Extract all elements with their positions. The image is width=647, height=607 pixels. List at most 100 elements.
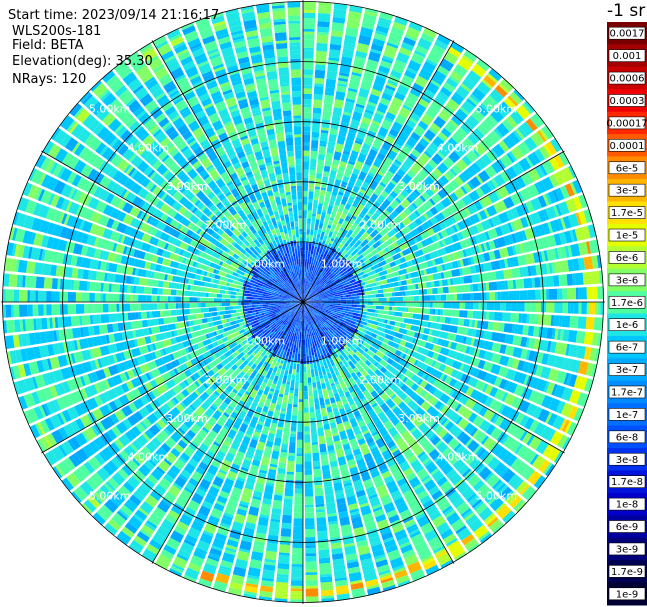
range-gate — [460, 186, 468, 195]
range-gate — [288, 444, 296, 454]
range-gate — [353, 279, 362, 285]
range-gate — [297, 423, 303, 432]
range-gate — [432, 308, 436, 315]
range-gate — [306, 278, 310, 284]
range-gate — [346, 304, 352, 307]
range-gate — [515, 501, 527, 513]
range-gate — [370, 380, 376, 386]
range-gate — [337, 334, 346, 342]
range-gate — [465, 472, 476, 482]
range-gate — [304, 482, 313, 489]
range-gate — [333, 273, 337, 277]
range-gate — [420, 137, 430, 146]
range-gate — [294, 380, 299, 389]
range-gate — [347, 195, 355, 206]
range-gate — [317, 159, 325, 166]
range-gate — [338, 166, 346, 173]
range-gate — [325, 193, 331, 198]
range-gate — [499, 154, 513, 168]
range-gate — [420, 269, 425, 276]
range-gate — [321, 298, 328, 300]
range-gate — [339, 264, 347, 271]
range-gate — [530, 265, 537, 276]
range-gate — [298, 410, 303, 416]
range-gate — [313, 390, 319, 399]
range-gate — [288, 395, 294, 399]
range-gate — [537, 314, 544, 325]
range-gate — [431, 315, 438, 322]
range-gate — [454, 187, 466, 199]
range-gate — [340, 381, 346, 389]
range-gate — [380, 275, 387, 281]
range-gate — [523, 374, 530, 386]
range-gate — [306, 229, 310, 235]
range-gate — [304, 450, 311, 454]
range-gate — [361, 412, 368, 418]
range-gate — [377, 250, 385, 257]
range-gate — [432, 369, 443, 380]
range-gate — [415, 283, 419, 290]
range-gate — [352, 111, 363, 122]
range-gate — [444, 141, 455, 152]
range-gate — [522, 102, 533, 115]
range-gate — [454, 223, 461, 232]
range-gate — [344, 140, 354, 150]
range-gate — [438, 323, 442, 330]
range-gate — [536, 180, 547, 193]
range-gate — [411, 428, 423, 440]
range-gate — [317, 309, 325, 314]
range-gate — [344, 222, 353, 232]
range-gate — [447, 332, 457, 342]
range-gate — [395, 454, 405, 463]
range-gate — [316, 287, 324, 293]
range-gate — [318, 256, 323, 263]
range-gate — [433, 168, 443, 178]
range-gate — [335, 91, 346, 101]
range-gate — [335, 332, 340, 337]
range-gate — [316, 525, 327, 532]
range-gate — [460, 508, 472, 518]
range-gate — [490, 108, 505, 123]
range-gate — [383, 396, 390, 403]
range-gate — [459, 433, 472, 446]
range-gate — [230, 320, 237, 326]
range-gate — [537, 195, 547, 208]
range-gate — [372, 112, 384, 124]
range-gate — [513, 384, 526, 397]
range-gate — [322, 275, 328, 281]
range-gate — [352, 315, 361, 320]
range-gate — [360, 231, 370, 241]
range-gate — [291, 561, 303, 565]
range-gate — [343, 45, 355, 51]
range-gate — [341, 114, 351, 124]
range-gate — [456, 231, 464, 241]
range-gate — [259, 304, 263, 307]
range-gate — [327, 300, 333, 302]
range-gate — [387, 346, 397, 354]
range-gate — [304, 496, 314, 505]
range-gate — [323, 326, 329, 332]
range-gate — [600, 302, 604, 315]
range-gate — [475, 302, 479, 310]
range-gate — [375, 437, 386, 449]
range-gate — [312, 257, 317, 266]
range-gate — [313, 197, 319, 201]
range-gate — [315, 261, 321, 270]
range-gate — [445, 77, 459, 89]
range-gate — [356, 371, 361, 376]
range-gate — [440, 229, 449, 238]
range-gate — [303, 88, 313, 94]
range-gate — [395, 437, 405, 447]
range-gate — [304, 461, 312, 470]
range-gate — [247, 310, 253, 314]
range-gate — [500, 170, 511, 183]
range-gate — [426, 375, 437, 385]
range-gate — [305, 537, 316, 546]
range-gate — [457, 405, 467, 415]
range-gate — [349, 220, 354, 225]
range-gate — [407, 284, 416, 290]
range-gate — [322, 316, 325, 319]
range-gate — [331, 256, 335, 261]
range-gate — [344, 311, 348, 314]
range-gate — [316, 314, 322, 319]
